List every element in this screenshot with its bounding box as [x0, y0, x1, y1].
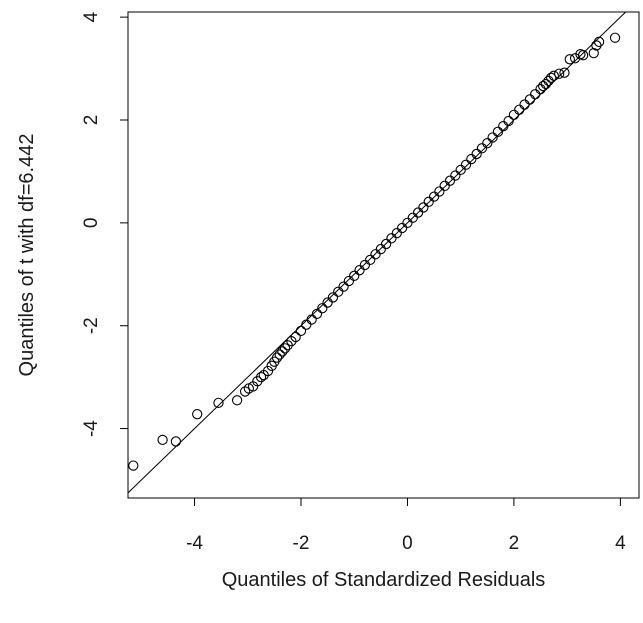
data-point — [466, 153, 477, 165]
data-point — [530, 89, 541, 100]
data-point — [559, 67, 570, 78]
points-layer — [128, 32, 621, 471]
data-point — [514, 104, 525, 115]
data-point — [365, 254, 376, 266]
data-point — [359, 259, 371, 271]
data-point — [290, 331, 301, 343]
data-point — [277, 346, 288, 357]
data-point — [482, 137, 493, 149]
data-point — [508, 109, 520, 121]
data-point — [170, 436, 182, 447]
data-point — [554, 68, 565, 79]
y-axis-label: Quantiles of t with df=6.442 — [16, 134, 38, 377]
data-point — [492, 126, 504, 137]
data-point — [407, 212, 418, 223]
data-point — [535, 83, 546, 95]
data-point — [128, 460, 139, 471]
plot-frame — [127, 11, 640, 499]
data-point — [540, 78, 551, 90]
data-point — [519, 99, 530, 110]
data-point — [487, 132, 498, 143]
y-axis: -4 -2 0 2 4 — [81, 11, 128, 437]
x-tick-label: 0 — [402, 533, 413, 554]
y-tick-label: 4 — [81, 11, 102, 22]
data-point — [370, 249, 381, 260]
data-point — [548, 70, 559, 81]
data-point — [239, 386, 251, 397]
data-point — [593, 36, 605, 47]
data-point — [279, 343, 291, 354]
data-point — [322, 297, 333, 308]
y-tick-label: 0 — [81, 218, 102, 229]
data-point — [444, 175, 456, 186]
data-point — [262, 365, 274, 377]
data-point — [192, 409, 203, 420]
data-point — [503, 115, 514, 127]
data-point — [460, 159, 472, 170]
data-point — [543, 75, 554, 87]
data-point — [564, 54, 575, 65]
data-point — [375, 243, 386, 255]
data-point — [349, 270, 360, 281]
y-tick-label: -2 — [81, 317, 102, 334]
y-tick-label: -4 — [81, 420, 102, 437]
x-tick-label: -2 — [293, 533, 310, 554]
reference-line — [127, 11, 627, 494]
data-point — [157, 434, 168, 446]
data-point — [577, 50, 589, 61]
data-point — [271, 352, 283, 363]
x-tick-label: 2 — [509, 533, 520, 554]
data-point — [354, 265, 365, 276]
data-point — [386, 233, 397, 244]
data-point — [231, 395, 243, 406]
reference-line-layer — [127, 11, 627, 494]
data-point — [476, 143, 488, 154]
data-point — [418, 202, 429, 213]
data-point — [301, 319, 312, 330]
data-point — [396, 222, 408, 234]
data-point — [343, 275, 355, 287]
data-point — [317, 303, 328, 314]
data-point — [428, 191, 440, 202]
x-tick-label: -4 — [186, 533, 203, 554]
data-point — [306, 314, 317, 325]
data-point — [450, 170, 461, 181]
data-point — [381, 238, 392, 250]
data-point — [213, 397, 224, 409]
data-point — [434, 186, 445, 197]
data-point — [255, 371, 267, 383]
data-point — [391, 227, 402, 239]
data-point — [402, 217, 413, 229]
y-tick-label: 2 — [81, 115, 102, 126]
data-point — [591, 40, 602, 51]
data-point — [412, 207, 424, 218]
data-point — [295, 325, 307, 337]
data-point — [609, 32, 621, 43]
data-point — [423, 196, 434, 207]
x-axis-label: Quantiles of Standardized Residuals — [222, 569, 546, 591]
data-point — [333, 286, 344, 297]
data-point — [338, 281, 349, 292]
data-point — [327, 292, 339, 303]
data-point — [498, 121, 509, 132]
data-point — [588, 47, 599, 59]
data-point — [524, 94, 536, 105]
x-axis: -4 -2 0 2 4 — [186, 498, 626, 554]
data-point — [274, 349, 285, 360]
data-point — [471, 148, 482, 160]
data-point — [439, 180, 450, 191]
data-point — [311, 308, 323, 320]
data-point — [455, 164, 466, 176]
data-point — [546, 72, 557, 83]
data-point — [538, 80, 549, 92]
x-tick-label: 4 — [615, 533, 626, 554]
